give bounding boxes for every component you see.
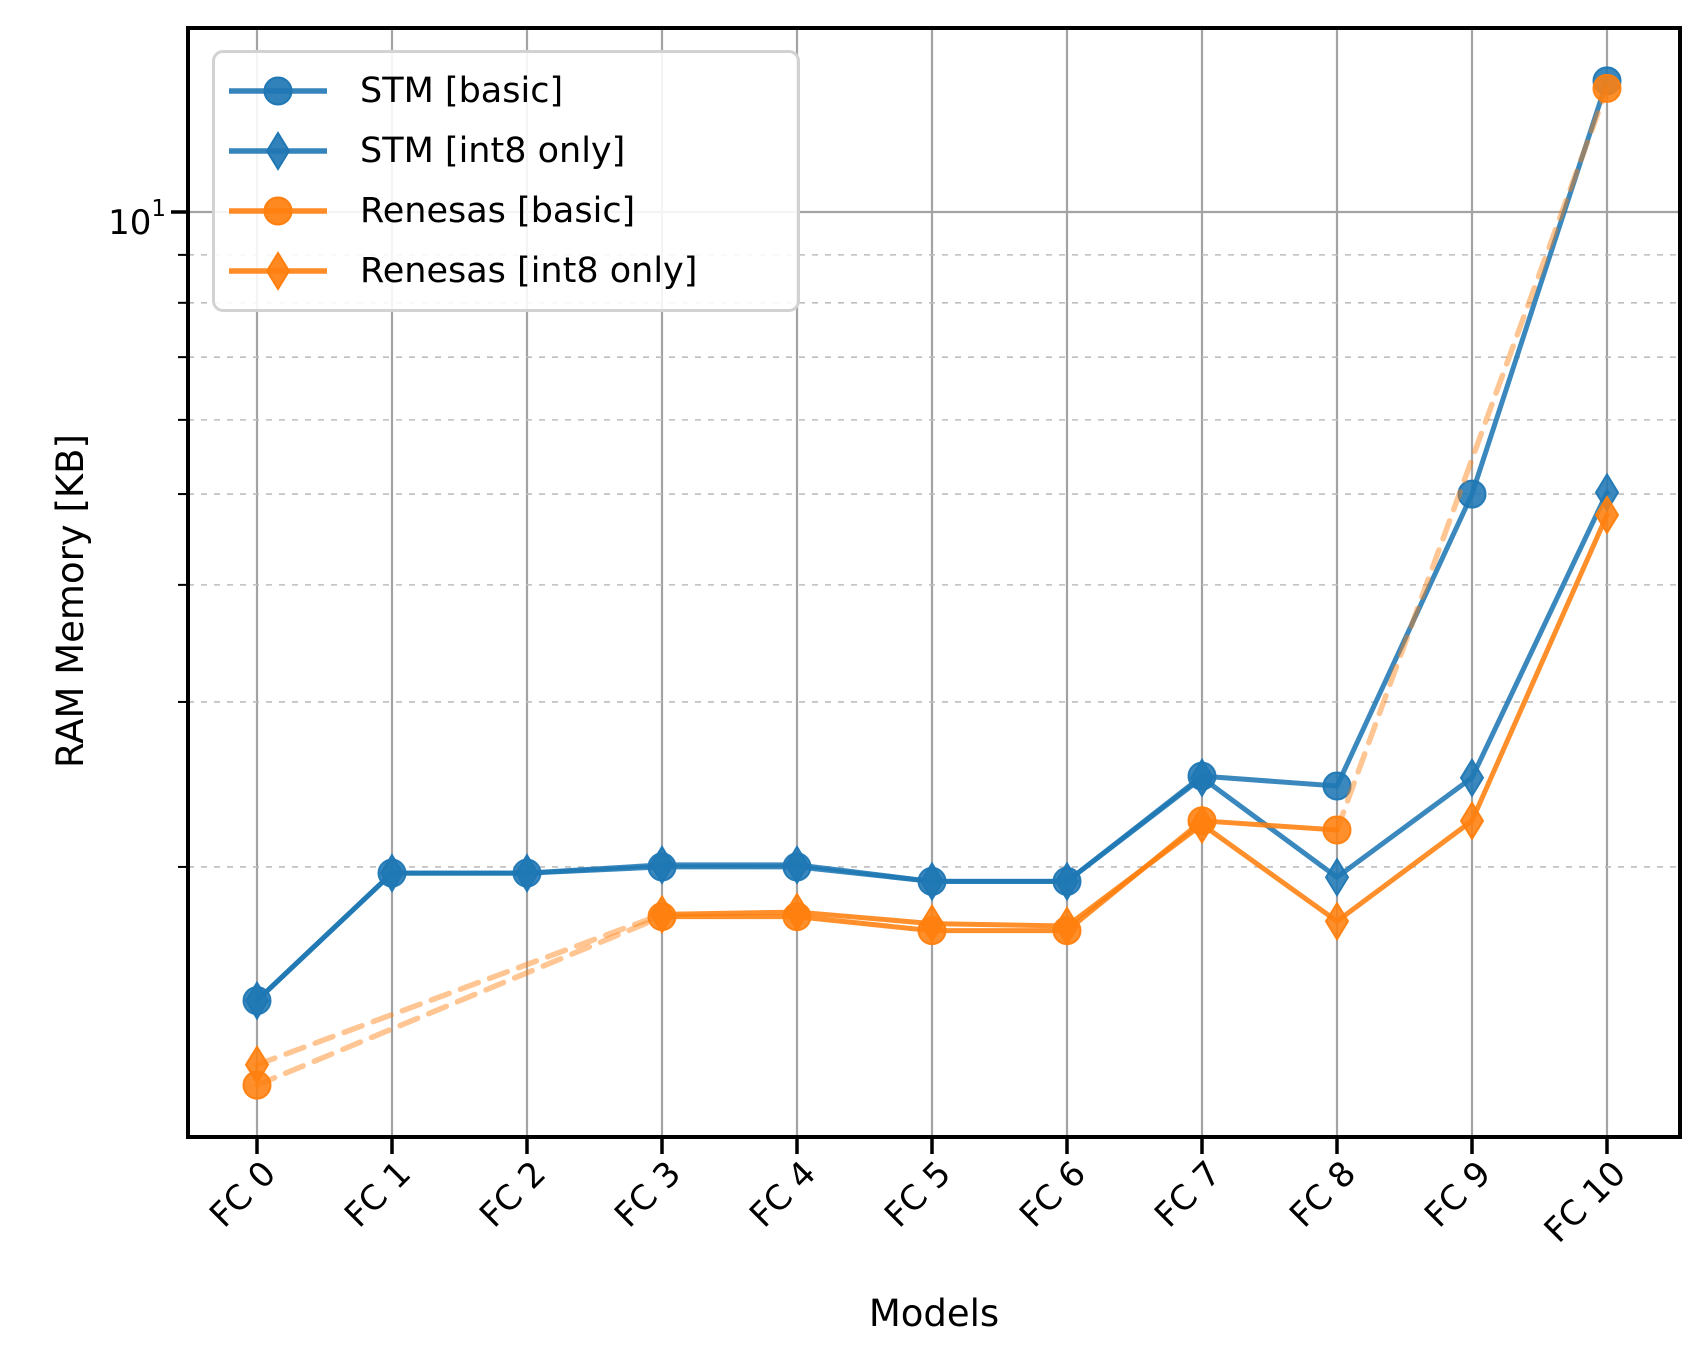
series-line-4 [659,512,1610,929]
data-point-diamond [1459,800,1485,841]
y-tick-base: 10 [108,203,152,243]
y-tick-exponent: 1 [151,196,166,222]
legend-line-circle-icon [229,196,327,226]
data-point-diamond [514,853,540,894]
series-gap-line-3 [1334,85,1610,833]
data-point-diamond [1459,757,1485,798]
y-tick-label-10: 101 [38,186,166,246]
data-point-diamond [919,861,945,902]
data-point-diamond [1324,901,1350,942]
data-point-diamond [1189,757,1215,798]
legend-item: Renesas [int8 only] [226,248,797,294]
legend-item: STM [basic] [226,68,797,114]
data-point-circle [1592,73,1622,103]
data-point-diamond [1324,857,1350,898]
data-point-circle [1457,479,1487,509]
data-point-circle [1322,815,1352,845]
legend-item-label: Renesas [basic] [360,191,636,231]
series-gap-line-3 [254,913,665,1088]
y-axis-label: RAM Memory [KB] [49,434,92,768]
legend-item-label: Renesas [int8 only] [360,251,698,291]
plot-border [186,26,1682,1139]
legend-line-diamond-icon [229,131,327,171]
data-point-diamond [919,903,945,944]
data-point-diamond [1054,906,1080,946]
data-point-diamond [784,844,810,885]
data-point-diamond [379,853,405,894]
data-point-diamond [1189,804,1215,845]
series-gap-line-4 [254,911,665,1068]
data-point-diamond [1594,495,1620,535]
legend: STM [basic] STM [int8 only] Renesas [basic… [212,50,800,312]
data-point-diamond [649,844,675,885]
legend-item: STM [int8 only] [226,128,797,174]
legend-item: Renesas [basic] [226,188,797,234]
legend-line-circle-icon [229,76,327,106]
x-axis-label: Models [868,1292,1000,1335]
series-line-3 [659,818,1340,934]
data-point-diamond [244,1044,270,1085]
data-point-diamond [784,892,810,932]
data-point-circle [1322,771,1352,801]
data-point-diamond [244,980,270,1021]
legend-item-label: STM [basic] [360,71,564,111]
data-point-diamond [649,894,675,935]
legend-line-diamond-icon [229,251,327,291]
legend-item-label: STM [int8 only] [360,131,626,171]
data-point-diamond [1054,861,1080,902]
